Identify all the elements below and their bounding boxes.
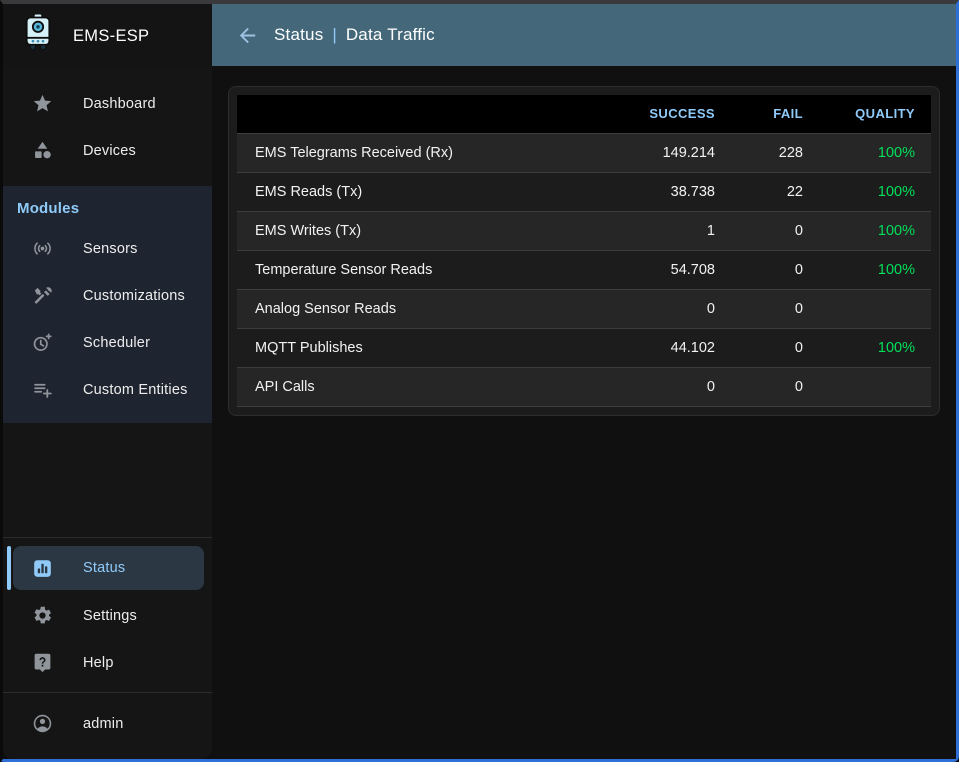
sidebar-user-row: admin xyxy=(3,692,212,759)
fail-value: 0 xyxy=(794,339,803,356)
main-area: Status | Data Traffic SUCCESS FAIL QUALI… xyxy=(212,4,956,759)
fail-value: 228 xyxy=(731,132,819,173)
sidebar-item-scheduler[interactable]: Scheduler xyxy=(3,319,212,366)
boiler-logo-icon xyxy=(18,13,58,60)
data-traffic-card: SUCCESS FAIL QUALITY EMS Telegrams Recei… xyxy=(228,86,940,416)
sidebar-modules-section: Modules Sensors Customizations Scheduler… xyxy=(3,186,212,423)
quality-value: 100% xyxy=(819,210,931,251)
row-label: EMS Writes (Tx) xyxy=(237,210,601,251)
table-row: MQTT Publishes 44.102 0 100% xyxy=(237,328,931,367)
analytics-icon xyxy=(31,557,53,579)
table-row: EMS Reads (Tx) 38.738 22 100% xyxy=(237,172,931,211)
sensors-icon xyxy=(31,238,53,260)
success-value: 54.708 xyxy=(670,261,715,278)
table-row: Analog Sensor Reads 0 0 xyxy=(237,288,931,329)
quality-value xyxy=(819,366,931,407)
modules-section-title: Modules xyxy=(17,200,80,217)
table-row: EMS Telegrams Received (Rx) 149.214 228 … xyxy=(237,132,931,173)
table-row: EMS Writes (Tx) 1 0 100% xyxy=(237,210,931,251)
row-label: MQTT Publishes xyxy=(255,339,363,356)
quality-value: 100% xyxy=(877,339,915,356)
quality-value xyxy=(819,288,931,329)
sidebar-item-customizations[interactable]: Customizations xyxy=(3,272,212,319)
sidebar: EMS-ESP Dashboard Devices Modules Sensor… xyxy=(3,4,212,759)
page-content: SUCCESS FAIL QUALITY EMS Telegrams Recei… xyxy=(212,66,956,759)
success-value: 0 xyxy=(601,288,731,329)
sidebar-item-custom-entities[interactable]: Custom Entities xyxy=(3,366,212,413)
sidebar-item-devices[interactable]: Devices xyxy=(3,127,212,174)
col-header-fail: FAIL xyxy=(731,95,819,133)
back-button[interactable] xyxy=(230,18,264,52)
success-value: 38.738 xyxy=(670,183,715,200)
sidebar-item-status[interactable]: Status xyxy=(7,546,204,590)
page-title: Data Traffic xyxy=(345,25,435,44)
row-label: EMS Telegrams Received (Rx) xyxy=(237,132,601,173)
sidebar-item-dashboard[interactable]: Dashboard xyxy=(3,80,212,127)
fail-value: 22 xyxy=(786,183,803,200)
app-bar: Status | Data Traffic xyxy=(212,4,956,66)
row-label: Temperature Sensor Reads xyxy=(255,261,433,278)
sidebar-item-sensors[interactable]: Sensors xyxy=(3,225,212,272)
success-value: 0 xyxy=(601,366,731,407)
sidebar-item-settings[interactable]: Settings xyxy=(3,592,212,639)
col-header-empty xyxy=(237,95,601,133)
col-header-quality: QUALITY xyxy=(819,95,931,133)
row-label: EMS Reads (Tx) xyxy=(255,183,363,200)
account-circle-icon xyxy=(31,713,53,735)
gear-icon xyxy=(31,605,53,627)
playlist-add-icon xyxy=(31,379,53,401)
row-label: Analog Sensor Reads xyxy=(237,288,601,329)
star-icon xyxy=(31,93,53,115)
fail-value: 0 xyxy=(731,366,819,407)
quality-value: 100% xyxy=(877,261,915,278)
quality-value: 100% xyxy=(877,183,915,200)
success-value: 149.214 xyxy=(601,132,731,173)
quality-value: 100% xyxy=(819,132,931,173)
more-time-icon xyxy=(31,332,53,354)
table-row: Temperature Sensor Reads 54.708 0 100% xyxy=(237,250,931,289)
sidebar-modules-list: Sensors Customizations Scheduler Custom … xyxy=(3,225,212,413)
breadcrumb-section: Status xyxy=(274,25,324,44)
fail-value: 0 xyxy=(731,288,819,329)
app-title: EMS-ESP xyxy=(73,26,150,45)
sidebar-spacer xyxy=(3,423,212,537)
sidebar-item-admin[interactable]: admin xyxy=(3,700,212,747)
live-help-icon xyxy=(31,652,53,674)
sidebar-nav-top: Dashboard Devices xyxy=(3,68,212,174)
table-row: API Calls 0 0 xyxy=(237,366,931,407)
success-value: 44.102 xyxy=(670,339,715,356)
col-header-success: SUCCESS xyxy=(601,95,731,133)
arrow-back-icon xyxy=(239,27,255,43)
row-label: API Calls xyxy=(237,366,601,407)
breadcrumb-separator: | xyxy=(332,25,337,44)
data-traffic-table: SUCCESS FAIL QUALITY EMS Telegrams Recei… xyxy=(237,95,931,407)
category-icon xyxy=(31,140,53,162)
success-value: 1 xyxy=(601,210,731,251)
sidebar-item-help[interactable]: Help xyxy=(3,639,212,686)
construction-icon xyxy=(31,285,53,307)
table-header-row: SUCCESS FAIL QUALITY xyxy=(237,95,931,133)
sidebar-nav-bottom: Status Settings Help xyxy=(3,537,212,688)
fail-value: 0 xyxy=(731,210,819,251)
app-logo-row: EMS-ESP xyxy=(3,4,212,68)
fail-value: 0 xyxy=(794,261,803,278)
